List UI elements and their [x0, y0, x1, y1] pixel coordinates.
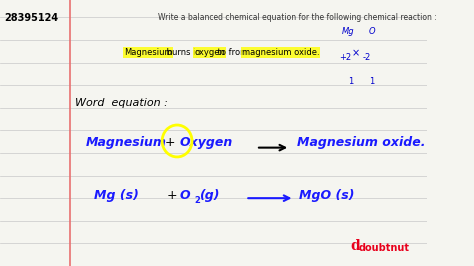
Text: Magnesium: Magnesium	[85, 136, 166, 149]
Text: d: d	[350, 239, 360, 253]
Text: +: +	[164, 136, 175, 149]
Text: 28395124: 28395124	[4, 13, 58, 23]
Text: Magnesium oxide.: Magnesium oxide.	[297, 136, 425, 149]
Text: 1: 1	[348, 77, 353, 86]
Text: +2: +2	[339, 53, 351, 62]
Text: MgO (s): MgO (s)	[299, 189, 354, 202]
Text: Word  equation :: Word equation :	[75, 98, 167, 109]
Text: Oxygen: Oxygen	[179, 136, 232, 149]
Text: burns in: burns in	[164, 48, 204, 57]
Text: O: O	[369, 27, 376, 36]
Text: (g): (g)	[199, 189, 220, 202]
Text: ×: ×	[352, 48, 360, 58]
Text: +: +	[166, 189, 177, 202]
Text: Write a balanced chemical equation for the following chemical reaction :: Write a balanced chemical equation for t…	[158, 13, 437, 22]
Text: 2: 2	[194, 196, 200, 205]
Text: to from: to from	[216, 48, 251, 57]
Text: 1: 1	[369, 77, 374, 86]
Text: magnesium oxide.: magnesium oxide.	[242, 48, 319, 57]
Text: Mg (s): Mg (s)	[94, 189, 139, 202]
Text: oxygen: oxygen	[194, 48, 225, 57]
Text: Magnesium: Magnesium	[124, 48, 173, 57]
Text: -2: -2	[363, 53, 371, 62]
Text: Mg: Mg	[341, 27, 354, 36]
Text: doubtnut: doubtnut	[358, 243, 410, 253]
Text: O: O	[179, 189, 190, 202]
